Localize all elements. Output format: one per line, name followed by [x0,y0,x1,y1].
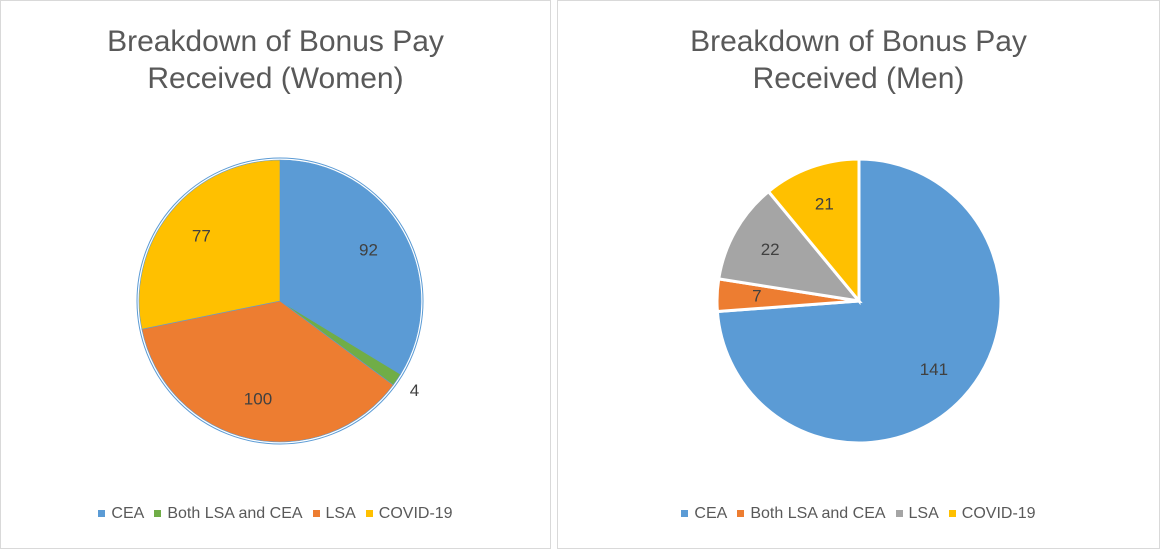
legend-label: CEA [111,505,145,522]
legend-label: CEA [694,505,728,522]
legend-item: Both LSA and CEA [154,505,303,522]
data-label: 100 [244,390,272,409]
selection-outline [136,157,424,445]
legend-swatch [737,510,745,518]
legend: CEA Both LSA and CEA LSA COVID-19 [1,505,550,523]
pie-slice [279,159,422,375]
legend-item: COVID-19 [948,505,1036,522]
legend-label: Both LSA and CEA [167,505,303,522]
legend-swatch [681,510,689,518]
legend-swatch [895,510,903,518]
data-label: 77 [192,226,211,245]
legend-item: COVID-19 [365,505,453,522]
data-label: 4 [410,381,419,400]
legend-label: LSA [325,505,356,522]
data-label: 21 [815,194,834,213]
legend-swatch [154,510,162,518]
pie-slice [717,189,863,304]
legend-label: LSA [908,505,939,522]
legend-swatch [98,510,106,518]
legend-label: COVID-19 [378,505,453,522]
chart-panel: Breakdown of Bonus Pay Received (Men) 141… [557,0,1160,549]
pie-slice [138,159,281,330]
legend-label: COVID-19 [961,505,1036,522]
chart-panel: Breakdown of Bonus Pay Received (Women) 9… [0,0,551,549]
data-label: 92 [359,241,378,260]
pie-slice [766,157,861,306]
pie-slice [141,300,394,443]
legend: CEA Both LSA and CEA LSA COVID-19 [558,505,1159,523]
legend-item: Both LSA and CEA [737,505,886,522]
data-label: 7 [752,286,761,305]
legend-swatch [948,510,956,518]
pie-chart: 141 7 22 21 [715,157,1003,445]
legend-item: LSA [895,505,939,522]
legend-item: CEA [681,505,727,522]
chart-title: Breakdown of Bonus Pay Received (Men) [690,25,1027,95]
legend-item: CEA [98,505,144,522]
legend-label: Both LSA and CEA [750,505,886,522]
legend-swatch [365,510,373,518]
legend-item: LSA [312,505,356,522]
data-label: 22 [761,240,780,259]
pie-chart: 92 4 100 77 [136,157,424,445]
chart-title: Breakdown of Bonus Pay Received (Women) [107,25,444,95]
data-label: 141 [920,360,948,379]
legend-swatch [312,510,320,518]
